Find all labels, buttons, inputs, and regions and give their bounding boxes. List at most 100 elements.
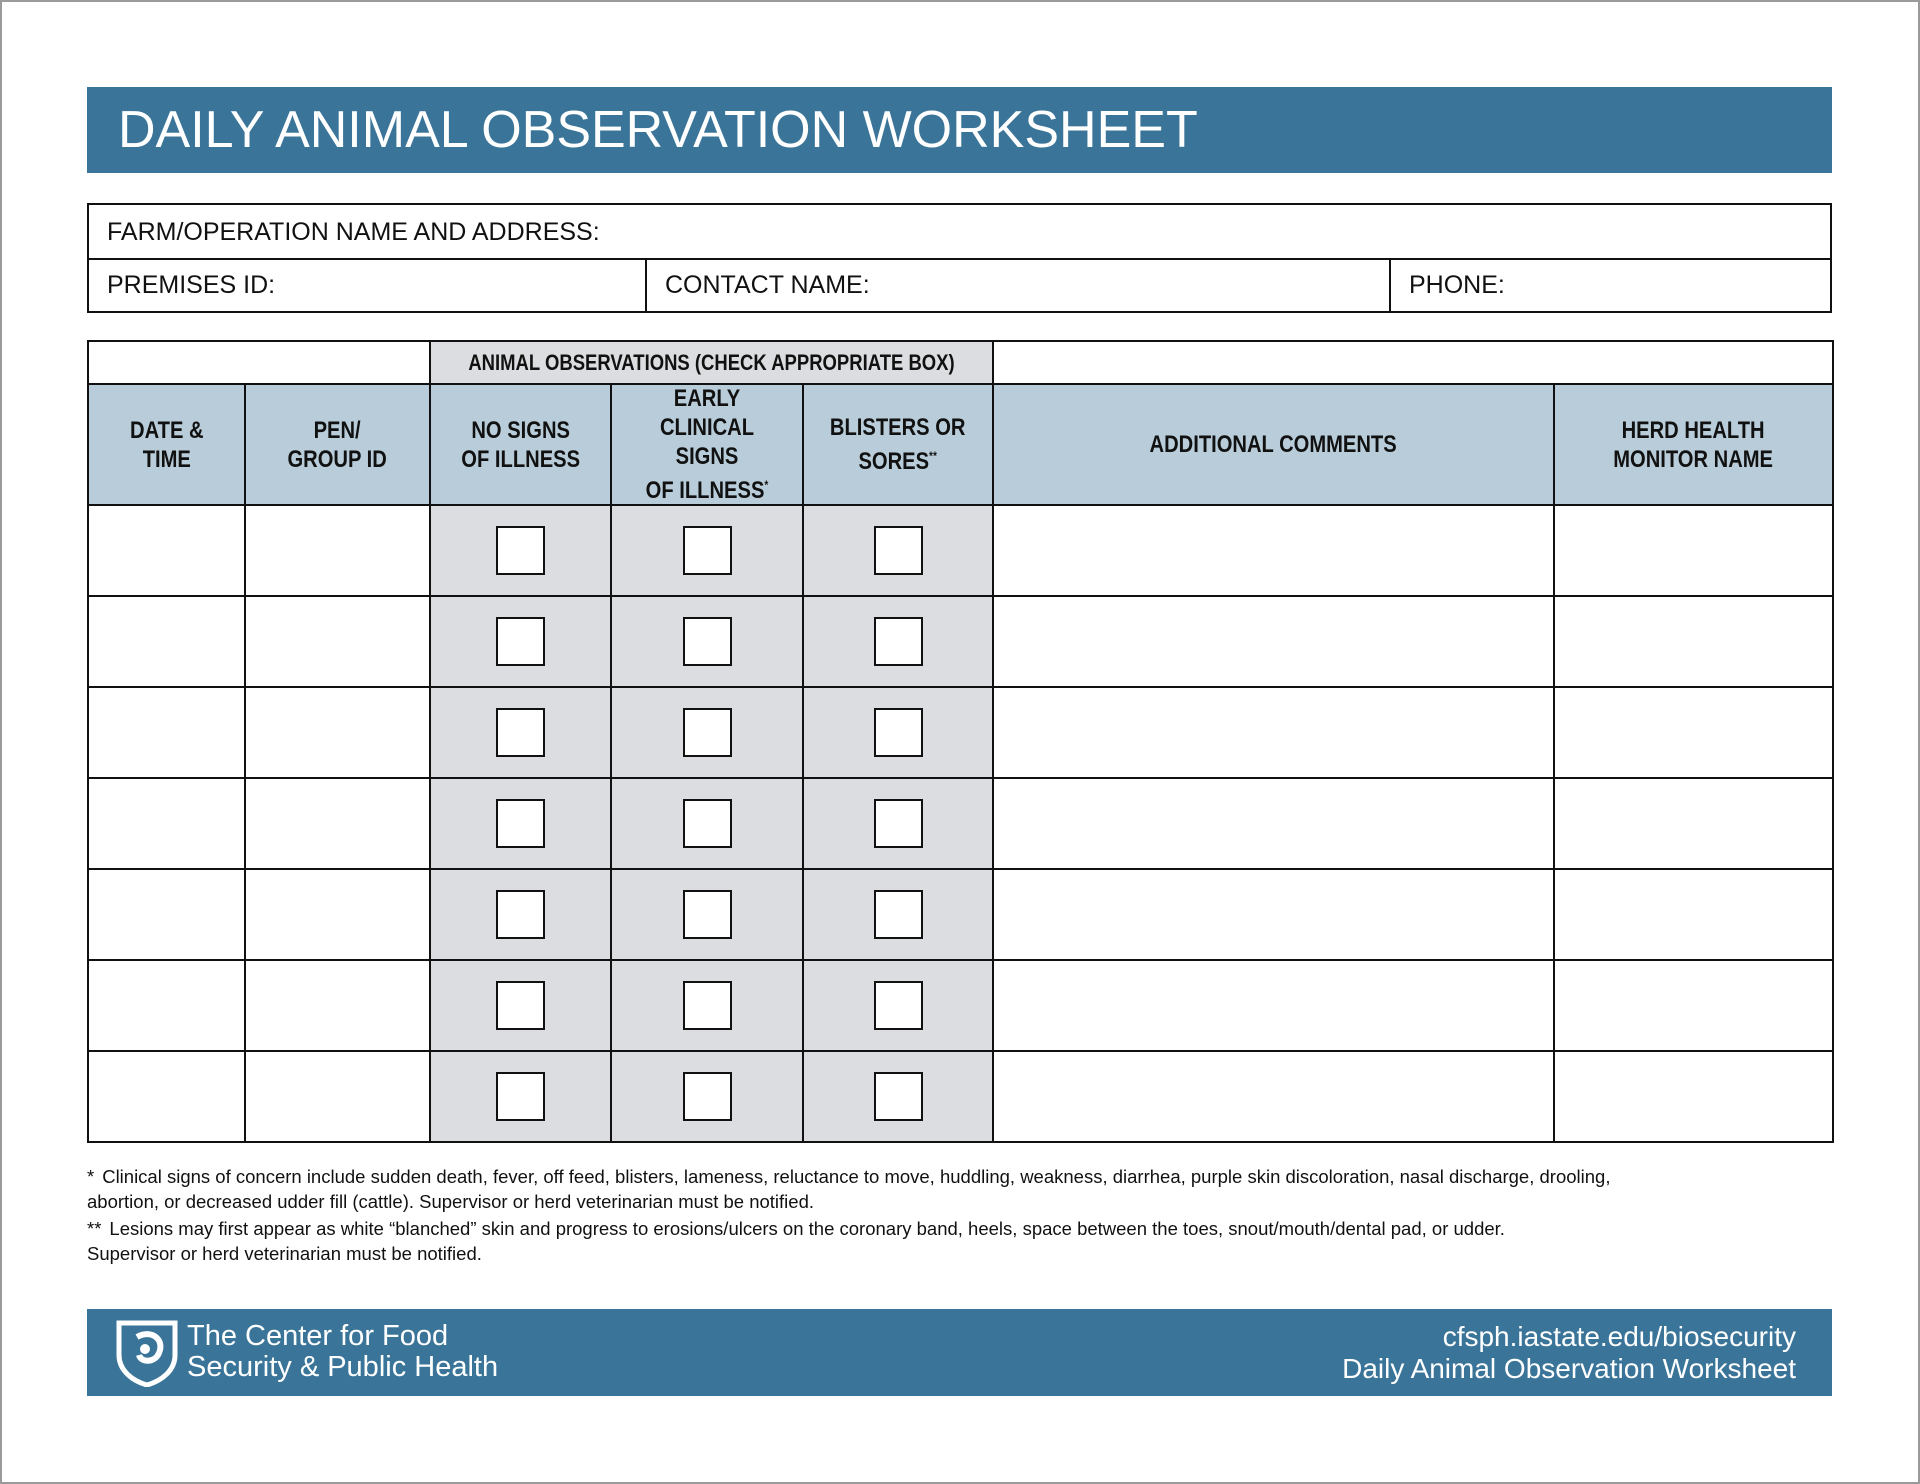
checkbox[interactable] <box>496 981 545 1030</box>
entry-cell[interactable] <box>244 959 431 1052</box>
header-line: MONITOR NAME <box>1613 445 1774 473</box>
checkbox[interactable] <box>682 526 732 575</box>
checkbox[interactable] <box>873 799 923 848</box>
checkbox[interactable] <box>873 890 923 939</box>
entry-cell[interactable] <box>244 504 431 597</box>
entry-cell[interactable] <box>244 868 431 961</box>
entry-cell[interactable] <box>244 777 431 870</box>
footnote-line: Clinical signs of concern include sudden… <box>102 1166 1611 1187</box>
checkbox-cell <box>802 868 994 961</box>
checkbox-cell <box>610 777 804 870</box>
footnote: * Clinical signs of concern include sudde… <box>87 1164 1847 1214</box>
checkbox[interactable] <box>496 617 545 666</box>
checkbox[interactable] <box>873 1072 923 1121</box>
footnote-mark: * <box>87 1166 95 1187</box>
checkbox[interactable] <box>682 890 732 939</box>
checkbox-cell <box>802 959 994 1052</box>
column-header: ADDITIONAL COMMENTS <box>992 383 1555 506</box>
checkbox-cell <box>802 686 994 779</box>
checkbox[interactable] <box>496 1072 545 1121</box>
header-line: OF ILLNESS <box>461 445 580 473</box>
entry-cell[interactable] <box>244 1050 431 1143</box>
entry-cell[interactable] <box>992 868 1555 961</box>
contact-field[interactable]: CONTACT NAME: <box>645 258 1391 313</box>
group-header-text: ANIMAL OBSERVATIONS (CHECK APPROPRIATE B… <box>468 349 955 375</box>
checkbox-cell <box>429 686 612 779</box>
entry-cell[interactable] <box>992 504 1555 597</box>
farm-field[interactable]: FARM/OPERATION NAME AND ADDRESS: <box>87 203 1832 260</box>
checkbox-cell <box>610 1050 804 1143</box>
column-header-text: BLISTERS OR SORES** <box>830 413 966 476</box>
checkbox[interactable] <box>496 890 545 939</box>
column-header-text: EARLY CLINICAL SIGNS OF ILLNESS* <box>627 384 787 505</box>
entry-cell[interactable] <box>87 868 246 961</box>
column-header-text: NO SIGNS OF ILLNESS <box>461 416 580 474</box>
entry-cell[interactable] <box>1553 686 1834 779</box>
checkbox[interactable] <box>873 526 923 575</box>
entry-cell[interactable] <box>87 595 246 688</box>
column-header: DATE & TIME <box>87 383 246 506</box>
entry-cell[interactable] <box>1553 777 1834 870</box>
entry-cell[interactable] <box>992 777 1555 870</box>
entry-cell[interactable] <box>1553 959 1834 1052</box>
checkbox[interactable] <box>682 799 732 848</box>
checkbox[interactable] <box>496 799 545 848</box>
checkbox[interactable] <box>873 981 923 1030</box>
entry-cell[interactable] <box>1553 1050 1834 1143</box>
checkbox[interactable] <box>682 617 732 666</box>
entry-cell[interactable] <box>992 1050 1555 1143</box>
field-label: CONTACT NAME: <box>665 271 870 299</box>
column-header: EARLY CLINICAL SIGNS OF ILLNESS* <box>610 383 804 506</box>
column-header-text: PEN/GROUP ID <box>288 416 387 474</box>
entry-cell[interactable] <box>244 595 431 688</box>
footnote-mark: ** <box>929 449 938 463</box>
org-line: The Center for Food <box>187 1320 449 1352</box>
checkbox[interactable] <box>496 708 545 757</box>
checkbox-cell <box>802 504 994 597</box>
header-line: DATE & <box>129 416 204 444</box>
column-header: NO SIGNS OF ILLNESS <box>429 383 612 506</box>
checkbox-cell <box>610 959 804 1052</box>
field-label: PHONE: <box>1409 271 1505 299</box>
entry-cell[interactable] <box>992 686 1555 779</box>
entry-cell[interactable] <box>87 1050 246 1143</box>
checkbox[interactable] <box>682 708 732 757</box>
entry-cell[interactable] <box>87 777 246 870</box>
footnote: ** Lesions may first appear as white “bla… <box>87 1216 1847 1266</box>
entry-cell[interactable] <box>87 686 246 779</box>
checkbox[interactable] <box>682 1072 732 1121</box>
org-line: Security & Public Health <box>187 1351 499 1383</box>
entry-cell[interactable] <box>87 959 246 1052</box>
checkbox[interactable] <box>682 981 732 1030</box>
header-line: SIGNS <box>675 443 739 470</box>
checkbox-cell <box>429 777 612 870</box>
entry-cell[interactable] <box>1553 868 1834 961</box>
premises-field[interactable]: PREMISES ID: <box>87 258 647 313</box>
checkbox-cell <box>429 868 612 961</box>
entry-cell[interactable] <box>1553 504 1834 597</box>
checkbox[interactable] <box>873 708 923 757</box>
entry-cell[interactable] <box>992 595 1555 688</box>
title-bar: DAILY ANIMAL OBSERVATION WORKSHEET <box>87 87 1832 173</box>
org-name: The Center for Food Security & Public He… <box>187 1321 498 1383</box>
footnote-mark: ** <box>87 1218 102 1239</box>
checkbox[interactable] <box>496 526 545 575</box>
entry-cell[interactable] <box>87 504 246 597</box>
header-line: SORES <box>858 448 930 475</box>
header-line: ADDITIONAL COMMENTS <box>1149 431 1398 458</box>
checkbox-cell <box>802 1050 994 1143</box>
column-header-text: DATE & TIME <box>130 416 204 474</box>
checkbox[interactable] <box>873 617 923 666</box>
checkbox-cell <box>802 777 994 870</box>
blank-cell <box>87 340 431 385</box>
phone-field[interactable]: PHONE: <box>1389 258 1832 313</box>
checkbox-cell <box>429 504 612 597</box>
field-label: PREMISES ID: <box>107 271 276 299</box>
column-header-text: ADDITIONAL COMMENTS <box>1150 430 1397 459</box>
field-label: FARM/OPERATION NAME AND ADDRESS: <box>107 218 600 246</box>
url[interactable]: cfsph.iastate.edu/biosecurity <box>1442 1321 1796 1352</box>
entry-cell[interactable] <box>1553 595 1834 688</box>
footnotes: * Clinical signs of concern include sudde… <box>87 1164 1847 1268</box>
entry-cell[interactable] <box>244 686 431 779</box>
entry-cell[interactable] <box>992 959 1555 1052</box>
